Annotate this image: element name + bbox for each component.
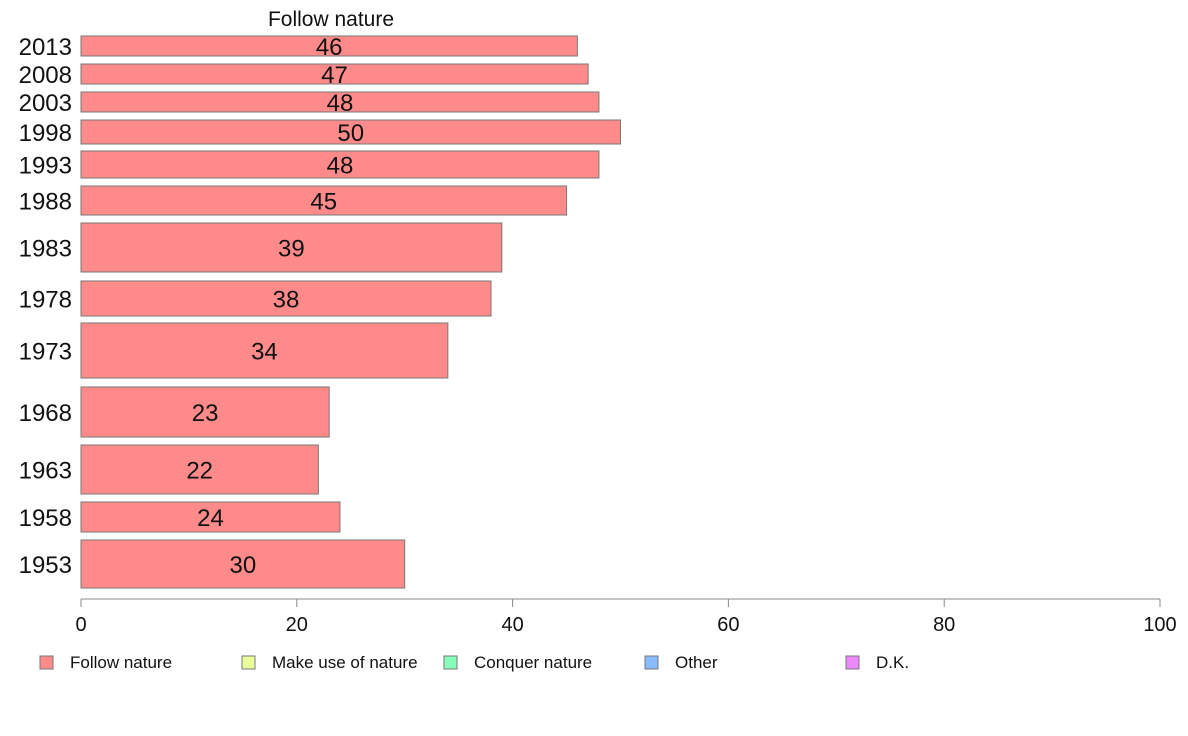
bar-1993 — [80, 150, 600, 179]
x-tick-label: 20 — [286, 614, 308, 636]
legend-swatch — [443, 655, 458, 670]
legend-label: Conquer nature — [474, 653, 592, 672]
legend-label: Make use of nature — [272, 653, 418, 672]
x-tick-label: 40 — [501, 614, 523, 636]
bar-value-label: 45 — [310, 189, 337, 216]
bar-2008 — [80, 63, 589, 85]
bar-value-label: 47 — [321, 62, 348, 89]
bar-1973 — [80, 322, 449, 379]
category-label: 1953 — [19, 552, 72, 579]
x-axis: 0 20 40 60 80 100 — [75, 598, 1177, 636]
bars-group: 46 2013 47 2008 48 2003 50 1998 48 1993 45 1988 39 19… — [19, 34, 621, 589]
bar-1998 — [80, 119, 621, 145]
category-label: 2013 — [19, 34, 72, 61]
bar-1953 — [80, 539, 406, 589]
bar-1968 — [80, 386, 330, 438]
bar-value-label: 48 — [327, 90, 354, 117]
category-label: 1993 — [19, 153, 72, 180]
legend-swatch — [644, 655, 659, 670]
bar-value-label: 48 — [327, 153, 354, 180]
category-label: 1973 — [19, 339, 72, 366]
bar-2003 — [80, 91, 600, 113]
legend-swatch — [845, 655, 860, 670]
chart-title: Follow nature — [268, 8, 394, 31]
category-label: 1983 — [19, 236, 72, 263]
x-tick-label: 80 — [933, 614, 955, 636]
bar-value-label: 30 — [229, 552, 256, 579]
bar-1963 — [80, 444, 319, 495]
bar-value-label: 23 — [192, 400, 219, 427]
category-label: 1988 — [19, 189, 72, 216]
legend: Follow nature Make use of nature Conquer n… — [39, 653, 909, 672]
category-label: 1958 — [19, 505, 72, 532]
legend-label: D.K. — [876, 653, 909, 672]
bar-1988 — [80, 185, 568, 216]
legend-swatch — [241, 655, 256, 670]
x-tick-label: 0 — [75, 614, 86, 636]
bar-value-label: 22 — [186, 458, 213, 485]
bar-value-label: 24 — [197, 505, 224, 532]
bar-2013 — [80, 35, 578, 57]
category-label: 1968 — [19, 400, 72, 427]
bar-value-label: 46 — [316, 34, 343, 61]
bar-value-label: 50 — [337, 120, 364, 147]
category-label: 2008 — [19, 62, 72, 89]
x-tick-label: 60 — [717, 614, 739, 636]
category-label: 1963 — [19, 458, 72, 485]
bar-1978 — [80, 280, 492, 317]
legend-swatch — [39, 655, 54, 670]
bar-value-label: 34 — [251, 339, 278, 366]
legend-label: Other — [675, 653, 718, 672]
category-label: 2003 — [19, 90, 72, 117]
bar-1983 — [80, 222, 503, 273]
x-tick-label: 100 — [1143, 614, 1176, 636]
bar-value-label: 39 — [278, 236, 305, 263]
category-label: 1998 — [19, 120, 72, 147]
bar-value-label: 38 — [273, 287, 300, 314]
category-label: 1978 — [19, 287, 72, 314]
bar-1958 — [80, 501, 341, 533]
legend-label: Follow nature — [70, 653, 172, 672]
